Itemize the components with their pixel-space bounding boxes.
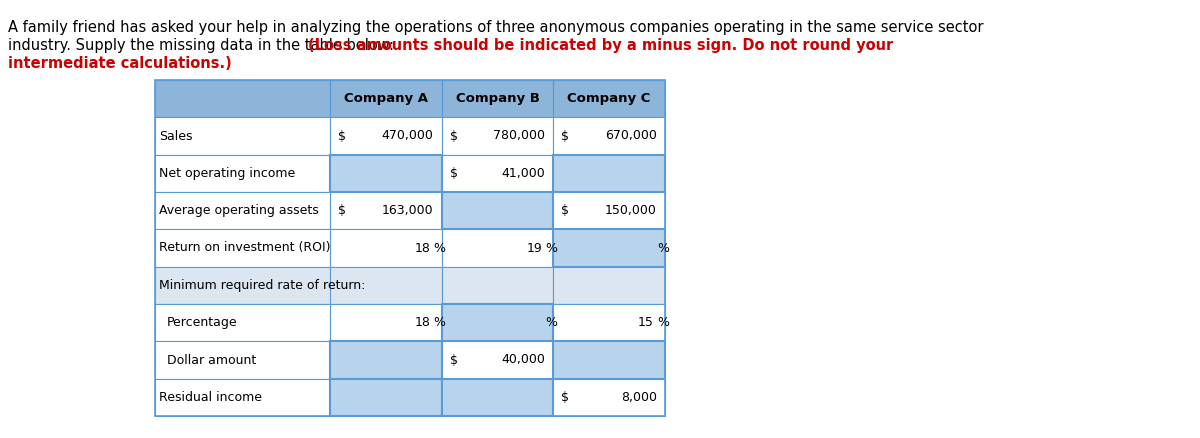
Text: intermediate calculations.): intermediate calculations.) <box>8 56 232 71</box>
Bar <box>442 230 553 267</box>
Text: $: $ <box>562 204 569 217</box>
Text: (Loss amounts should be indicated by a minus sign. Do not round your: (Loss amounts should be indicated by a m… <box>308 38 893 53</box>
Text: $: $ <box>562 130 569 142</box>
Bar <box>330 80 442 117</box>
Text: 670,000: 670,000 <box>605 130 658 142</box>
Text: %: % <box>433 316 445 329</box>
Text: Sales: Sales <box>158 130 192 142</box>
Bar <box>330 117 442 155</box>
Bar <box>442 267 553 304</box>
Text: Average operating assets: Average operating assets <box>158 204 319 217</box>
Bar <box>155 304 330 341</box>
Text: Residual income: Residual income <box>158 391 262 404</box>
Bar <box>330 379 442 416</box>
Text: 18: 18 <box>415 316 431 329</box>
Text: %: % <box>545 316 557 329</box>
Text: $: $ <box>338 204 346 217</box>
Bar <box>553 192 665 230</box>
Bar <box>442 341 553 379</box>
Bar <box>330 230 442 267</box>
Bar <box>553 304 665 341</box>
Text: Dollar amount: Dollar amount <box>167 353 257 367</box>
Bar <box>155 267 330 304</box>
Text: Net operating income: Net operating income <box>158 167 295 180</box>
Bar <box>553 155 665 192</box>
Bar <box>155 192 330 230</box>
Text: $: $ <box>450 130 457 142</box>
Text: $: $ <box>562 391 569 404</box>
Text: Company C: Company C <box>568 92 650 105</box>
Text: %: % <box>658 316 670 329</box>
Text: $: $ <box>450 353 457 367</box>
Text: $: $ <box>450 167 457 180</box>
Bar <box>155 155 330 192</box>
Bar <box>330 192 442 230</box>
Text: 780,000: 780,000 <box>493 130 545 142</box>
Bar <box>553 379 665 416</box>
Bar <box>155 80 665 416</box>
Text: %: % <box>545 241 557 254</box>
Bar <box>155 117 330 155</box>
Bar <box>330 304 442 341</box>
Text: Minimum required rate of return:: Minimum required rate of return: <box>158 279 365 292</box>
Bar <box>553 341 665 379</box>
Bar <box>442 117 553 155</box>
Bar <box>553 267 665 304</box>
Text: Company A: Company A <box>344 92 428 105</box>
Bar <box>442 80 553 117</box>
Text: %: % <box>658 241 670 254</box>
Text: Company B: Company B <box>456 92 540 105</box>
Bar <box>330 267 442 304</box>
Bar <box>155 230 330 267</box>
Bar <box>442 192 553 230</box>
Bar <box>155 80 330 117</box>
Text: Percentage: Percentage <box>167 316 238 329</box>
Text: %: % <box>433 241 445 254</box>
Text: 40,000: 40,000 <box>502 353 545 367</box>
Text: 41,000: 41,000 <box>502 167 545 180</box>
Text: 8,000: 8,000 <box>622 391 658 404</box>
Text: 163,000: 163,000 <box>382 204 433 217</box>
Text: industry. Supply the missing data in the table below:: industry. Supply the missing data in the… <box>8 38 398 53</box>
Text: A family friend has asked your help in analyzing the operations of three anonymo: A family friend has asked your help in a… <box>8 20 984 35</box>
Text: 150,000: 150,000 <box>605 204 658 217</box>
Bar <box>553 230 665 267</box>
Bar <box>442 379 553 416</box>
Text: 18: 18 <box>415 241 431 254</box>
Text: 19: 19 <box>527 241 542 254</box>
Bar <box>330 155 442 192</box>
Bar <box>553 117 665 155</box>
Text: 15: 15 <box>638 316 654 329</box>
Text: Return on investment (ROI): Return on investment (ROI) <box>158 241 330 254</box>
Bar <box>155 341 330 379</box>
Text: $: $ <box>338 130 346 142</box>
Bar <box>553 80 665 117</box>
Bar <box>442 155 553 192</box>
Bar <box>330 341 442 379</box>
Text: 470,000: 470,000 <box>382 130 433 142</box>
Bar <box>155 379 330 416</box>
Bar <box>442 304 553 341</box>
